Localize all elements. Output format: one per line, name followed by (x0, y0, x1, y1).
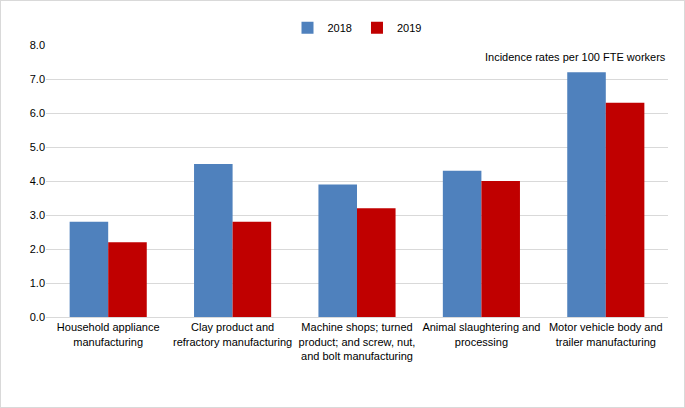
svg-text:3.0: 3.0 (30, 209, 45, 221)
svg-text:2.0: 2.0 (30, 243, 45, 255)
svg-text:7.0: 7.0 (30, 73, 45, 85)
svg-text:5.0: 5.0 (30, 141, 45, 153)
svg-text:Motor vehicle body andtrailer: Motor vehicle body andtrailer manufactur… (549, 321, 663, 347)
svg-text:0.0: 0.0 (30, 311, 45, 323)
svg-text:2019: 2019 (397, 22, 421, 34)
svg-text:Machine shops; turnedproduct;: Machine shops; turnedproduct; and screw,… (299, 321, 416, 362)
svg-text:6.0: 6.0 (30, 107, 45, 119)
svg-text:Animal slaughtering andprocess: Animal slaughtering andprocessing (422, 321, 540, 347)
svg-text:Clay product andrefractory man: Clay product andrefractory manufacturing (173, 321, 292, 347)
svg-text:4.0: 4.0 (30, 175, 45, 187)
svg-text:Incidence rates per 100 FTE wo: Incidence rates per 100 FTE workers (485, 51, 666, 63)
svg-text:Household appliancemanufacturi: Household appliancemanufacturing (57, 321, 160, 347)
svg-text:2018: 2018 (328, 22, 352, 34)
svg-text:8.0: 8.0 (30, 39, 45, 51)
svg-text:1.0: 1.0 (30, 277, 45, 289)
